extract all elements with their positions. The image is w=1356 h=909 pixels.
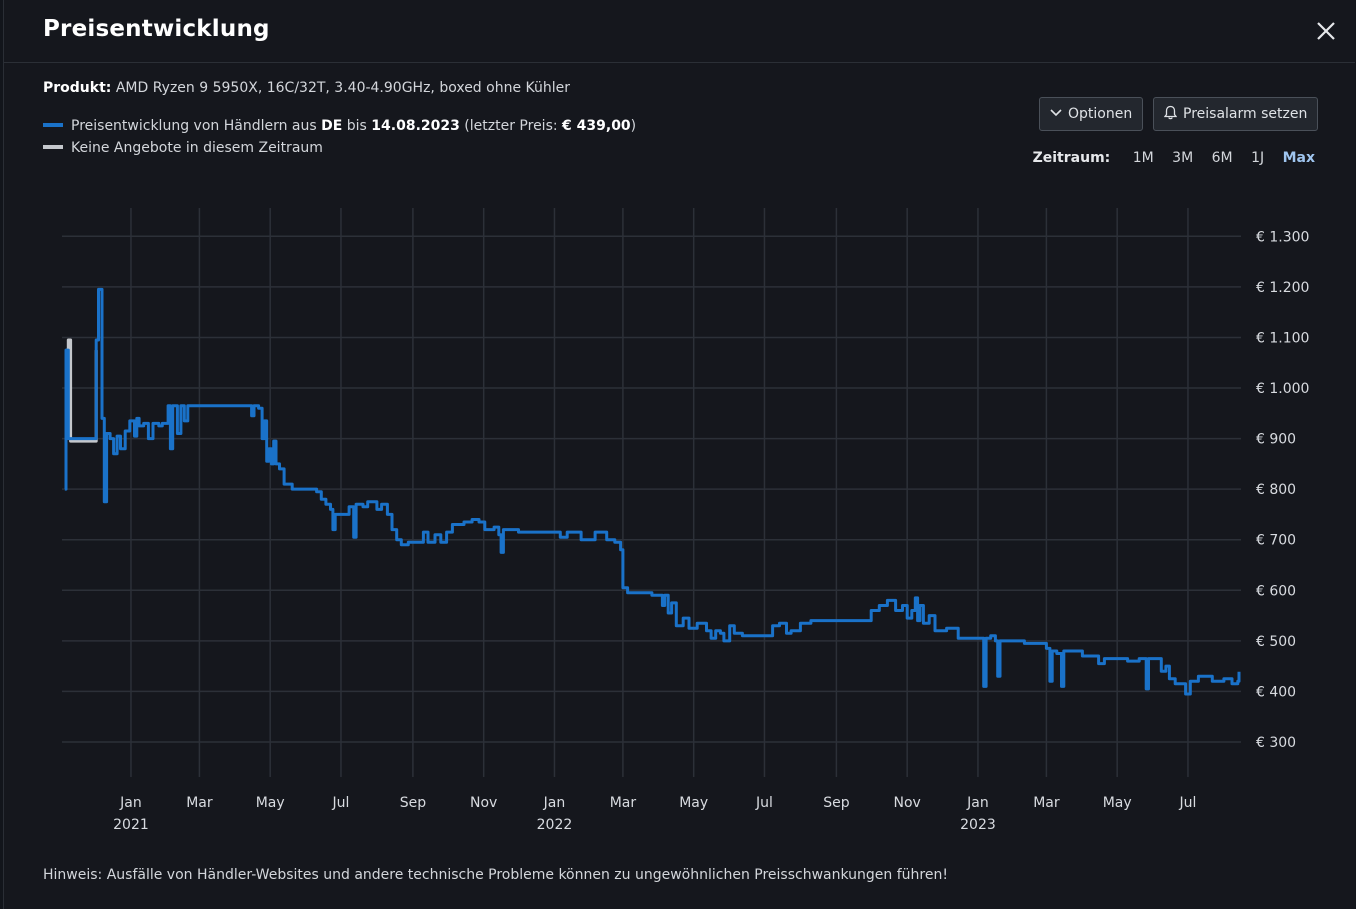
time-range-max[interactable]: Max	[1282, 150, 1315, 166]
x-tick-label: Nov	[894, 795, 921, 811]
bell-icon	[1163, 105, 1178, 120]
legend-swatch-blue	[43, 122, 63, 127]
y-tick-label: € 1.300	[1256, 229, 1309, 245]
time-range-6m[interactable]: 6M	[1211, 150, 1233, 166]
chevron-down-icon	[1050, 108, 1062, 116]
legend-last-price: € 439,00	[562, 118, 631, 134]
time-range-3m[interactable]: 3M	[1172, 150, 1194, 166]
legend-item-price-history: Preisentwicklung von Händlern aus DE bis…	[43, 118, 636, 134]
dialog-title: Preisentwicklung	[43, 16, 270, 42]
legend-text: (letzter Preis:	[459, 118, 563, 134]
price-alert-button[interactable]: Preisalarm setzen	[1153, 97, 1319, 131]
x-tick-label: Nov	[470, 795, 497, 811]
y-tick-label: € 800	[1256, 482, 1296, 498]
legend-item-no-offers: Keine Angebote in diesem Zeitraum	[43, 140, 323, 156]
y-tick-label: € 1.100	[1256, 330, 1309, 346]
x-tick-year-label: 2023	[960, 817, 996, 833]
time-range-selector: Zeitraum: 1M 3M 6M 1J Max	[1033, 150, 1315, 166]
x-tick-label: Jul	[1178, 795, 1196, 811]
options-button[interactable]: Optionen	[1039, 97, 1144, 131]
y-tick-label: € 700	[1256, 533, 1296, 549]
x-tick-label: Mar	[610, 795, 637, 811]
x-tick-label: Jan	[119, 795, 142, 811]
y-tick-label: € 1.200	[1256, 280, 1309, 296]
price-history-dialog: Preisentwicklung Produkt: AMD Ryzen 9 59…	[3, 0, 1355, 909]
y-tick-label: € 900	[1256, 432, 1296, 448]
x-tick-year-label: 2022	[537, 817, 573, 833]
y-tick-label: € 1.000	[1256, 381, 1309, 397]
x-tick-label: Jul	[332, 795, 350, 811]
y-tick-label: € 400	[1256, 684, 1296, 700]
product-name: AMD Ryzen 9 5950X, 16C/32T, 3.40-4.90GHz…	[115, 80, 571, 96]
time-range-1j[interactable]: 1J	[1251, 150, 1265, 166]
legend-country: DE	[321, 118, 343, 134]
y-tick-label: € 500	[1256, 634, 1296, 650]
time-range-label: Zeitraum:	[1032, 150, 1111, 166]
product-label: Produkt:	[43, 80, 112, 96]
x-tick-label: Sep	[823, 795, 850, 811]
y-tick-label: € 300	[1256, 735, 1296, 751]
legend-text: )	[630, 118, 637, 134]
x-tick-label: Mar	[186, 795, 213, 811]
legend-date: 14.08.2023	[371, 118, 460, 134]
price-alert-button-label: Preisalarm setzen	[1183, 106, 1308, 122]
x-tick-label: Sep	[400, 795, 427, 811]
hint-text: Hinweis: Ausfälle von Händler-Websites u…	[43, 867, 948, 883]
close-icon[interactable]	[1315, 20, 1337, 42]
series-line-price-history	[64, 287, 1241, 696]
legend-text: Keine Angebote in diesem Zeitraum	[71, 140, 323, 156]
legend-text: bis	[342, 118, 372, 134]
price-chart: € 300 € 400 € 500 € 600 € 700 € 800 € 900 € 1.0…	[62, 208, 1309, 833]
x-tick-label: Jan	[543, 795, 566, 811]
options-button-label: Optionen	[1068, 106, 1133, 122]
legend-swatch-gray	[43, 144, 63, 149]
x-tick-year-label: 2021	[113, 817, 149, 833]
time-range-1m[interactable]: 1M	[1132, 150, 1154, 166]
series-line-no-offers	[66, 338, 98, 443]
x-tick-label: May	[1103, 795, 1132, 811]
x-tick-label: Jan	[966, 795, 989, 811]
y-tick-label: € 600	[1256, 583, 1296, 599]
product-info: Produkt: AMD Ryzen 9 5950X, 16C/32T, 3.4…	[43, 80, 570, 96]
dialog-header: Preisentwicklung	[4, 0, 1355, 63]
x-tick-label: May	[256, 795, 285, 811]
x-tick-label: Mar	[1033, 795, 1060, 811]
legend-text: Preisentwicklung von Händlern aus	[71, 118, 322, 134]
x-tick-label: Jul	[755, 795, 773, 811]
x-tick-label: May	[679, 795, 708, 811]
